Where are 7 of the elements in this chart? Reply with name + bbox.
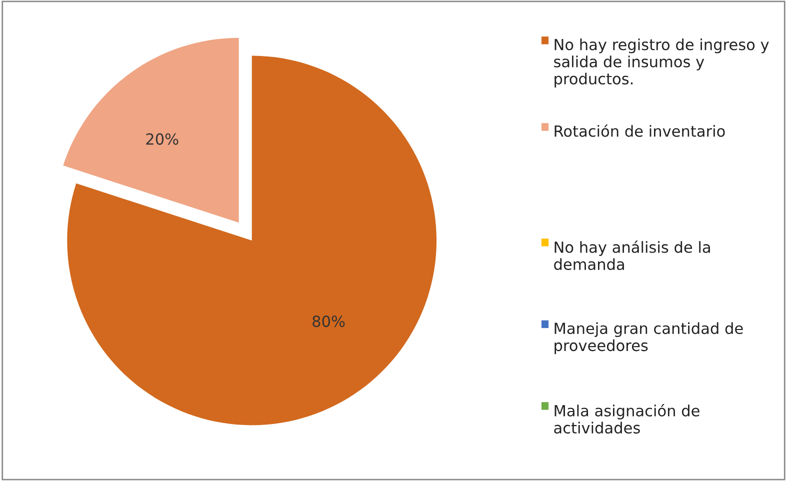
legend-label: Rotación de inventario [554,124,725,137]
legend-label: Mala asignación de actividades [554,404,700,434]
data-label: 80% [312,316,345,328]
legend-label: Maneja gran cantidad de proveedores [554,322,743,354]
data-label: 20% [146,133,178,145]
legend-label: No hay registro de ingreso y salida de insumos y productos. [554,38,769,88]
legend-label: No hay análisis de la demanda [554,240,710,270]
